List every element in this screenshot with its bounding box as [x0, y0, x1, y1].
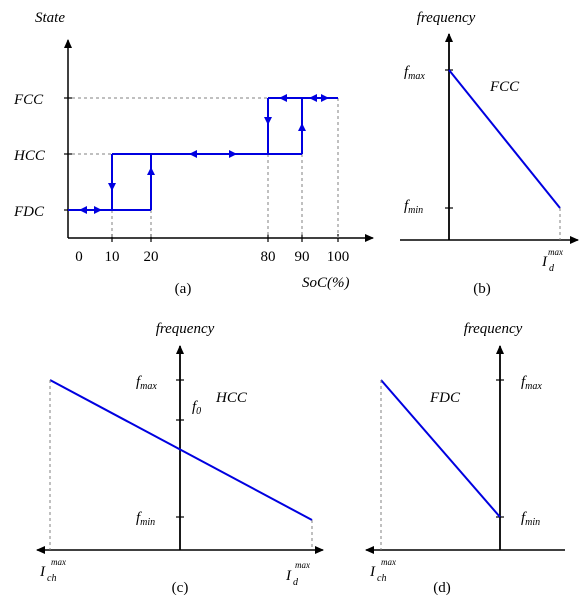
panel-c-f0-label: f0: [192, 399, 201, 417]
soc-tick-90: 90: [295, 249, 310, 265]
soc-tick-80: 80: [261, 249, 276, 265]
panel-b-droop-line: [448, 69, 561, 209]
svg-text:max: max: [295, 560, 310, 570]
panel-c-fmin-label: fmin: [136, 510, 155, 528]
panel-b-fcc-droop: frequency fmax fmin FCC I d max (b): [400, 10, 579, 297]
state-label-fdc: FDC: [13, 204, 45, 220]
soc-tick-0: 0: [75, 249, 83, 265]
svg-text:d: d: [549, 263, 555, 274]
panel-b-fmin-label: fmin: [404, 198, 423, 216]
panel-d-droop-line: [380, 379, 501, 518]
panel-c-id-max-label: I d max: [285, 560, 310, 588]
panel-d-ich-max-label: I ch max: [369, 557, 396, 584]
panel-d-fmax-label: fmax: [521, 374, 542, 392]
svg-text:d: d: [293, 577, 299, 588]
svg-text:I: I: [285, 568, 292, 584]
svg-text:max: max: [548, 247, 563, 257]
panel-a-x-axis-label: SoC(%): [302, 275, 350, 291]
svg-text:ch: ch: [47, 573, 56, 584]
svg-text:I: I: [39, 564, 46, 580]
panel-d-fmin-label: fmin: [521, 510, 540, 528]
panel-a-state-diagram: State FCC HCC FDC 0 10 20 80 90 100 SoC(…: [13, 10, 374, 297]
panel-a-caption: (a): [175, 281, 192, 297]
svg-text:I: I: [541, 254, 548, 270]
panel-a-y-axis-label: State: [35, 10, 65, 26]
panel-b-y-axis-label: frequency: [417, 10, 476, 26]
panel-a-guides: [72, 97, 339, 238]
panel-c-ich-max-label: I ch max: [39, 557, 66, 584]
soc-tick-10: 10: [105, 249, 120, 265]
svg-text:I: I: [369, 564, 376, 580]
panel-b-mode-label: FCC: [489, 79, 520, 95]
panel-c-y-axis-label: frequency: [156, 321, 215, 337]
state-label-fcc: FCC: [13, 92, 44, 108]
panel-c-fmax-label: fmax: [136, 374, 157, 392]
soc-tick-100: 100: [327, 249, 350, 265]
state-label-hcc: HCC: [13, 148, 46, 164]
panel-d-y-axis-label: frequency: [464, 321, 523, 337]
panel-d-caption: (d): [433, 580, 451, 596]
panel-c-caption: (c): [172, 580, 189, 596]
svg-text:max: max: [51, 557, 66, 567]
panel-c-mode-label: HCC: [215, 390, 248, 406]
panel-b-caption: (b): [473, 281, 491, 297]
panel-d-fdc-droop: frequency fmax fmin FDC I ch max (d): [365, 321, 565, 596]
panel-c-droop-line: [49, 379, 313, 521]
svg-text:ch: ch: [377, 573, 386, 584]
panel-b-fmax-label: fmax: [404, 64, 425, 82]
panel-b-id-max-label: I d max: [541, 247, 563, 274]
soc-tick-20: 20: [144, 249, 159, 265]
panel-d-mode-label: FDC: [429, 390, 461, 406]
panel-c-hcc-droop: frequency fmax f0 fmin HCC I ch max I d …: [36, 321, 324, 596]
svg-text:max: max: [381, 557, 396, 567]
